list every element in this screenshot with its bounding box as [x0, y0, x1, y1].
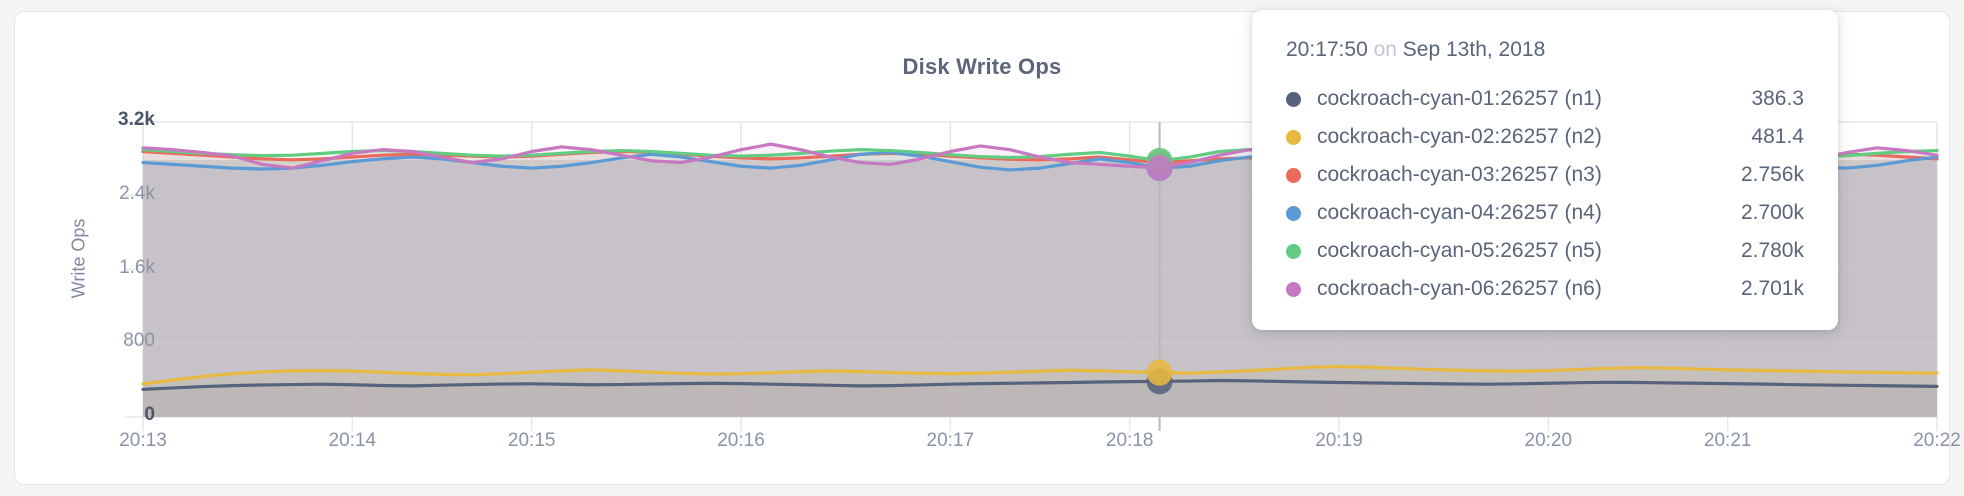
- x-axis-tick-label: 20:17: [926, 430, 975, 451]
- page-title: Disk Write Ops: [902, 54, 1062, 79]
- tooltip-series-value: 2.780k: [1740, 239, 1804, 262]
- x-axis-tick-label: 20:13: [119, 430, 167, 451]
- tooltip-row: cockroach-cyan-01:26257 (n1) 386.3: [1286, 80, 1804, 118]
- tooltip-row: cockroach-cyan-04:26257 (n4) 2.700k: [1286, 194, 1804, 232]
- y-axis-tick-label: 3.2k: [118, 109, 155, 130]
- series-color-dot-icon: [1286, 129, 1301, 145]
- tooltip-series-name: cockroach-cyan-01:26257 (n1): [1317, 87, 1602, 110]
- tooltip-series-name: cockroach-cyan-06:26257 (n6): [1317, 277, 1602, 300]
- tooltip-row: cockroach-cyan-06:26257 (n6) 2.701k: [1286, 270, 1804, 308]
- x-axis-tick-label: 20:18: [1105, 430, 1154, 451]
- tooltip-series-name: cockroach-cyan-02:26257 (n2): [1317, 125, 1602, 148]
- x-axis-tick-label: 20:21: [1703, 430, 1752, 451]
- hover-tooltip: 20:17:50 on Sep 13th, 2018 cockroach-cya…: [1252, 10, 1838, 330]
- series-color-dot-icon: [1286, 91, 1301, 107]
- series-color-dot-icon: [1286, 281, 1301, 297]
- tooltip-series-value: 2.700k: [1740, 201, 1804, 224]
- tooltip-series-value: 2.756k: [1740, 163, 1804, 186]
- tooltip-series-name: cockroach-cyan-05:26257 (n5): [1317, 239, 1602, 262]
- x-axis-tick-label: 20:19: [1315, 430, 1363, 451]
- y-axis-tick-label: 0: [144, 404, 155, 425]
- tooltip-time: 20:17:50: [1286, 38, 1368, 61]
- tooltip-header: 20:17:50 on Sep 13th, 2018: [1286, 38, 1804, 62]
- x-axis-tick-label: 20:16: [717, 430, 765, 451]
- x-axis-tick-label: 20:20: [1524, 430, 1573, 451]
- tooltip-series-name: cockroach-cyan-03:26257 (n3): [1317, 163, 1602, 186]
- tooltip-series-value: 386.3: [1751, 87, 1804, 110]
- tooltip-separator: on: [1373, 38, 1397, 61]
- tooltip-row: cockroach-cyan-02:26257 (n2) 481.4: [1286, 118, 1804, 156]
- tooltip-series-value: 481.4: [1751, 125, 1804, 148]
- tooltip-row: cockroach-cyan-03:26257 (n3) 2.756k: [1286, 156, 1804, 194]
- series-color-dot-icon: [1286, 205, 1301, 221]
- tooltip-series-name: cockroach-cyan-04:26257 (n4): [1317, 201, 1602, 224]
- tooltip-series-value: 2.701k: [1740, 277, 1804, 300]
- tooltip-series-list: cockroach-cyan-01:26257 (n1) 386.3 cockroa…: [1286, 80, 1804, 308]
- series-color-dot-icon: [1286, 167, 1301, 183]
- y-axis-tick-label: 800: [123, 330, 155, 352]
- y-axis-tick-label: 2.4k: [119, 182, 155, 204]
- y-axis: Write Ops 3.2k 2.4k 1.6k 800 0: [15, 12, 156, 486]
- tooltip-row: cockroach-cyan-05:26257 (n5) 2.780k: [1286, 232, 1804, 270]
- series-color-dot-icon: [1286, 243, 1301, 259]
- tooltip-date: Sep 13th, 2018: [1402, 38, 1546, 61]
- y-axis-tick-label: 1.6k: [119, 256, 155, 278]
- x-axis-tick-label: 20:14: [328, 430, 377, 451]
- x-axis-tick-label: 20:15: [507, 430, 556, 451]
- x-axis-tick-label: 20:22: [1913, 430, 1961, 451]
